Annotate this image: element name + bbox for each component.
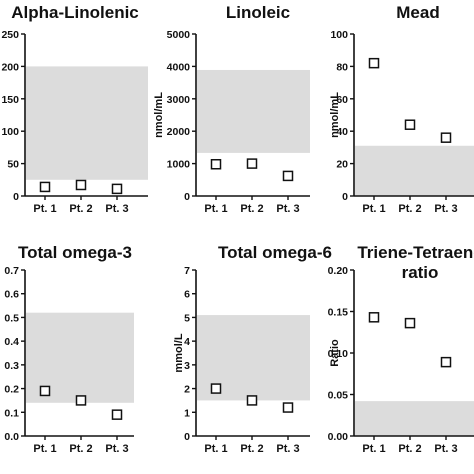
data-point: [39, 181, 51, 193]
y-tick-label: 80: [336, 61, 348, 73]
data-point: [404, 119, 416, 130]
x-tick-label: Pt. 1: [362, 203, 385, 215]
y-tick-label: 150: [1, 94, 19, 106]
x-tick-label: Pt. 1: [204, 443, 227, 455]
y-tick-label: 1: [184, 407, 190, 419]
x-tick-label: Pt. 2: [398, 203, 421, 215]
y-tick-label: 7: [184, 265, 190, 277]
data-point: [404, 317, 416, 329]
data-point: [246, 395, 258, 406]
y-tick-label: 0: [184, 191, 190, 203]
x-tick-label: Pt. 2: [69, 203, 92, 215]
y-tick-label: 0.0: [4, 431, 19, 443]
y-tick-label: 4: [184, 336, 190, 348]
data-point: [210, 383, 222, 394]
x-tick-label: Pt. 3: [105, 443, 128, 455]
y-tick-label: 0.5: [4, 312, 19, 324]
x-tick-label: Pt. 3: [434, 443, 457, 455]
x-tick-label: Pt. 3: [276, 443, 299, 455]
x-tick-label: Pt. 2: [398, 443, 421, 455]
panel-title-line2: ratio: [402, 263, 439, 282]
y-tick-label: 4000: [167, 61, 191, 73]
panel-title: Total omega-3: [18, 243, 132, 262]
y-tick-label: 0.10: [328, 348, 349, 360]
chart-panel-6: 0.00 0.05 0.10 0.15 0.20 Pt. 1 Pt. 2 Pt. 3 Trien…: [328, 243, 474, 455]
x-tick-label: Pt. 2: [240, 203, 263, 215]
y-tick-label: 0: [184, 431, 190, 443]
chart-panel-5: 0 1 2 3 4 5 6 7 Pt. 1 Pt. 2 Pt. 3 Total omega-6 mmol…: [173, 243, 332, 455]
data-point: [75, 395, 87, 406]
x-tick-label: Pt. 1: [33, 203, 56, 215]
panel-title: Mead: [396, 3, 439, 22]
data-point: [440, 356, 452, 368]
y-tick-label: 3: [184, 360, 190, 372]
x-tick-label: Pt. 1: [33, 443, 56, 455]
y-tick-label: 60: [336, 94, 348, 106]
y-axis-label: nmol/mL: [153, 92, 165, 138]
y-axis-label: Ratio: [329, 339, 341, 367]
panel-title: Triene-Tetraene: [357, 243, 474, 262]
y-axis-label: nmol/mL: [329, 92, 341, 138]
y-tick-label: 0.7: [4, 265, 19, 277]
data-point: [368, 57, 380, 69]
reference-range-band: [355, 145, 474, 196]
panel-title: Total omega-6: [218, 243, 332, 262]
y-tick-label: 20: [336, 159, 348, 171]
y-tick-label: 5000: [167, 29, 191, 41]
y-tick-label: 0.2: [4, 384, 19, 396]
panel-title: Alpha-Linolenic: [11, 3, 139, 22]
x-tick-label: Pt. 3: [276, 203, 299, 215]
data-point: [368, 312, 380, 323]
y-tick-label: 40: [336, 126, 348, 138]
y-tick-label: 0.00: [328, 431, 349, 443]
data-point: [282, 170, 294, 182]
data-point: [39, 385, 51, 397]
y-tick-label: 0.3: [4, 360, 19, 372]
reference-range-band: [355, 401, 474, 436]
y-tick-label: 1000: [167, 159, 191, 171]
data-point: [282, 402, 294, 413]
x-tick-label: Pt. 3: [105, 203, 128, 215]
data-point: [246, 158, 258, 169]
y-tick-label: 100: [1, 126, 19, 138]
x-tick-label: Pt. 1: [362, 443, 385, 455]
x-tick-label: Pt. 2: [69, 443, 92, 455]
y-tick-label: 50: [7, 159, 19, 171]
y-tick-label: 0.4: [4, 336, 19, 348]
chart-panel-2: 0 1000 2000 3000 4000 5000 Pt. 1 Pt. 2 Pt. 3 Lino…: [153, 3, 310, 215]
y-tick-label: 0: [13, 191, 19, 203]
y-tick-label: 0.20: [328, 265, 349, 277]
y-tick-label: 2: [184, 384, 190, 396]
data-point: [210, 158, 222, 170]
y-tick-label: 6: [184, 289, 190, 301]
chart-panel-4: 0.0 0.1 0.2 0.3 0.4 0.5 0.6 0.7 Pt. 1 Pt. 2 Pt. 3 T…: [4, 243, 134, 455]
panel-title: Linoleic: [226, 3, 290, 22]
x-tick-label: Pt. 2: [240, 443, 263, 455]
y-tick-label: 2000: [167, 126, 191, 138]
data-point: [75, 179, 87, 191]
data-point: [111, 409, 123, 420]
y-tick-label: 0.15: [328, 307, 349, 319]
y-tick-label: 0.05: [328, 390, 349, 402]
y-tick-label: 100: [330, 29, 348, 41]
data-point: [440, 132, 452, 143]
y-tick-label: 0.6: [4, 289, 19, 301]
y-tick-label: 200: [1, 61, 19, 73]
chart-panel-3: 0 20 40 60 80 100 Pt. 1 Pt. 2 Pt. 3 Mead nmol/mL: [329, 3, 474, 215]
data-point: [111, 183, 123, 195]
y-axis-label: mmol/L: [173, 333, 185, 372]
y-tick-label: 3000: [167, 94, 191, 106]
y-tick-label: 0: [342, 191, 348, 203]
chart-panel-1: 0 50 100 150 200 250 Pt. 1 Pt. 2 Pt. 3 Alpha-Lino…: [1, 3, 148, 215]
x-tick-label: Pt. 1: [204, 203, 227, 215]
y-tick-label: 250: [1, 29, 19, 41]
x-tick-label: Pt. 3: [434, 203, 457, 215]
reference-range-band: [197, 69, 310, 153]
reference-range-band: [26, 66, 148, 180]
y-tick-label: 0.1: [4, 407, 19, 419]
y-tick-label: 5: [184, 312, 190, 324]
